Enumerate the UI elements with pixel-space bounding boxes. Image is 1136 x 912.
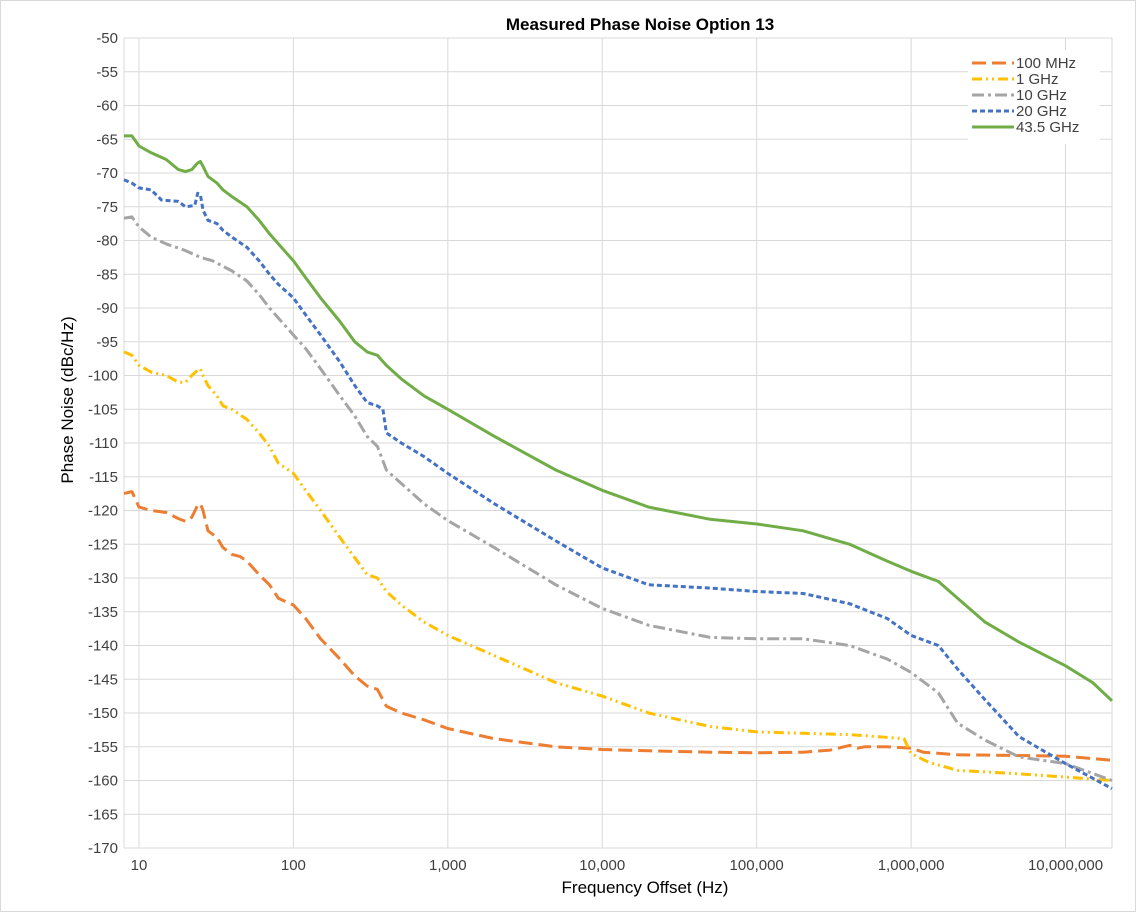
legend-entry: 100 MHz (1016, 55, 1076, 72)
y-tick-label: -100 (88, 368, 118, 385)
x-tick-label: 1,000,000 (878, 857, 945, 874)
x-tick-label: 100,000 (730, 857, 784, 874)
legend-entry: 10 GHz (1016, 87, 1067, 104)
y-tick-label: -75 (96, 199, 118, 216)
y-tick-label: -85 (96, 266, 118, 283)
y-tick-label: -160 (88, 773, 118, 790)
y-tick-label: -65 (96, 131, 118, 148)
x-tick-label: 10,000 (579, 857, 625, 874)
y-tick-label: -125 (88, 536, 118, 553)
tick-labels: -50 -55 -60 -65 -70 -75 -80 -85 -90 -95 -100 -105 -1… (88, 30, 1103, 874)
series-line-1-ghz (123, 350, 1113, 782)
x-tick-label: 10 (131, 857, 148, 874)
y-tick-label: -60 (96, 98, 118, 115)
y-tick-label: -130 (88, 570, 118, 587)
x-tick-label: 1,000 (429, 857, 467, 874)
y-tick-label: -155 (88, 739, 118, 756)
y-tick-label: -105 (88, 401, 118, 418)
x-tick-label: 100 (281, 857, 306, 874)
y-tick-label: -135 (88, 604, 118, 621)
y-axis-label: Phase Noise (dBc/Hz) (58, 316, 77, 483)
grid-lines (123, 37, 1113, 849)
y-tick-label: -115 (89, 469, 118, 486)
y-tick-label: -50 (96, 30, 118, 47)
y-tick-label: -120 (88, 503, 118, 520)
y-tick-label: -90 (96, 300, 118, 317)
y-tick-label: -95 (96, 334, 118, 351)
series-line-20-ghz (123, 178, 1113, 790)
y-tick-label: -80 (96, 233, 118, 250)
y-tick-label: -70 (96, 165, 118, 182)
y-tick-label: -140 (88, 638, 118, 655)
series-line-10-ghz (123, 215, 1113, 782)
x-tick-label: 10,000,000 (1028, 857, 1103, 874)
series-lines (123, 134, 1114, 790)
legend-entry: 43.5 GHz (1016, 119, 1079, 136)
legend-entry: 1 GHz (1016, 71, 1059, 88)
x-axis-label: Frequency Offset (Hz) (562, 878, 729, 897)
legend-entry: 20 GHz (1016, 103, 1067, 120)
series-line-43-5-ghz (124, 134, 1114, 702)
y-tick-label: -150 (88, 705, 118, 722)
y-tick-label: -165 (88, 806, 118, 823)
y-tick-label: -170 (88, 840, 118, 857)
series-line-100-mhz (123, 490, 1113, 762)
y-tick-label: -55 (96, 64, 118, 81)
y-tick-label: -110 (89, 435, 118, 452)
y-tick-label: -145 (88, 671, 118, 688)
chart-title: Measured Phase Noise Option 13 (506, 15, 774, 34)
